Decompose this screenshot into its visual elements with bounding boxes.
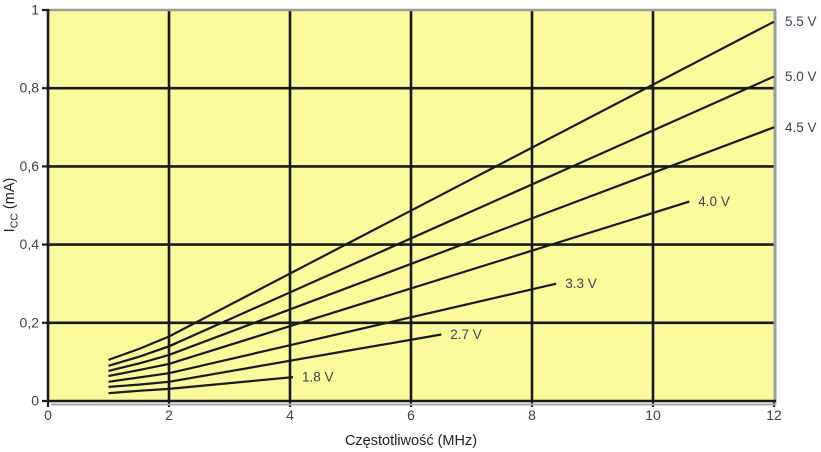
tick-label-layer: 0 2 4 6 8 10 12 1 0,8 0,6 0,4 0,2 0	[20, 2, 782, 424]
y-tick-label: 0,2	[20, 314, 40, 330]
y-axis-title-prefix: I	[2, 228, 18, 232]
y-axis-title: ICC (mA)	[2, 178, 21, 233]
series-layer: 5.5 V 5.0 V 4.5 V 4.0 V 3.3 V 2.7 V 1.8 V	[108, 14, 817, 395]
x-tick-label: 10	[645, 407, 661, 423]
y-axis-title-suffix: (mA)	[2, 178, 18, 213]
x-tick-label: 12	[766, 407, 782, 423]
series-label-3.3V: 3.3 V	[565, 276, 597, 291]
x-tick-label: 2	[165, 407, 173, 423]
y-axis-title-subscript: CC	[9, 213, 21, 229]
x-axis-title: Częstotliwość (MHz)	[345, 433, 477, 449]
x-tick-label: 4	[286, 407, 294, 423]
plot-frame-layer	[42, 8, 777, 407]
series-label-4.0V: 4.0 V	[698, 194, 730, 209]
y-tick-label: 0	[31, 393, 39, 409]
series-line-1.8V	[108, 376, 294, 395]
series-line-5.5V	[108, 20, 775, 361]
series-line-3.3V	[108, 282, 557, 383]
series-line-5.0V	[108, 75, 775, 367]
series-label-5.0V: 5.0 V	[785, 69, 817, 84]
series-label-1.8V: 1.8 V	[302, 370, 334, 385]
gridline-layer	[48, 10, 774, 401]
y-tick-label: 0,4	[20, 236, 40, 252]
series-line-4.5V	[108, 126, 775, 372]
y-tick-label: 0,6	[20, 158, 40, 174]
y-tick-label: 1	[31, 2, 39, 18]
x-tick-label: 0	[44, 407, 52, 423]
series-label-4.5V: 4.5 V	[785, 120, 817, 135]
x-tick-label: 8	[528, 407, 536, 423]
series-line-2.7V	[108, 333, 442, 388]
x-tick-label: 6	[407, 407, 415, 423]
series-label-5.5V: 5.5 V	[785, 14, 817, 29]
series-line-4.0V	[108, 200, 690, 378]
series-label-2.7V: 2.7 V	[450, 327, 482, 342]
y-tick-label: 0,8	[20, 80, 40, 96]
